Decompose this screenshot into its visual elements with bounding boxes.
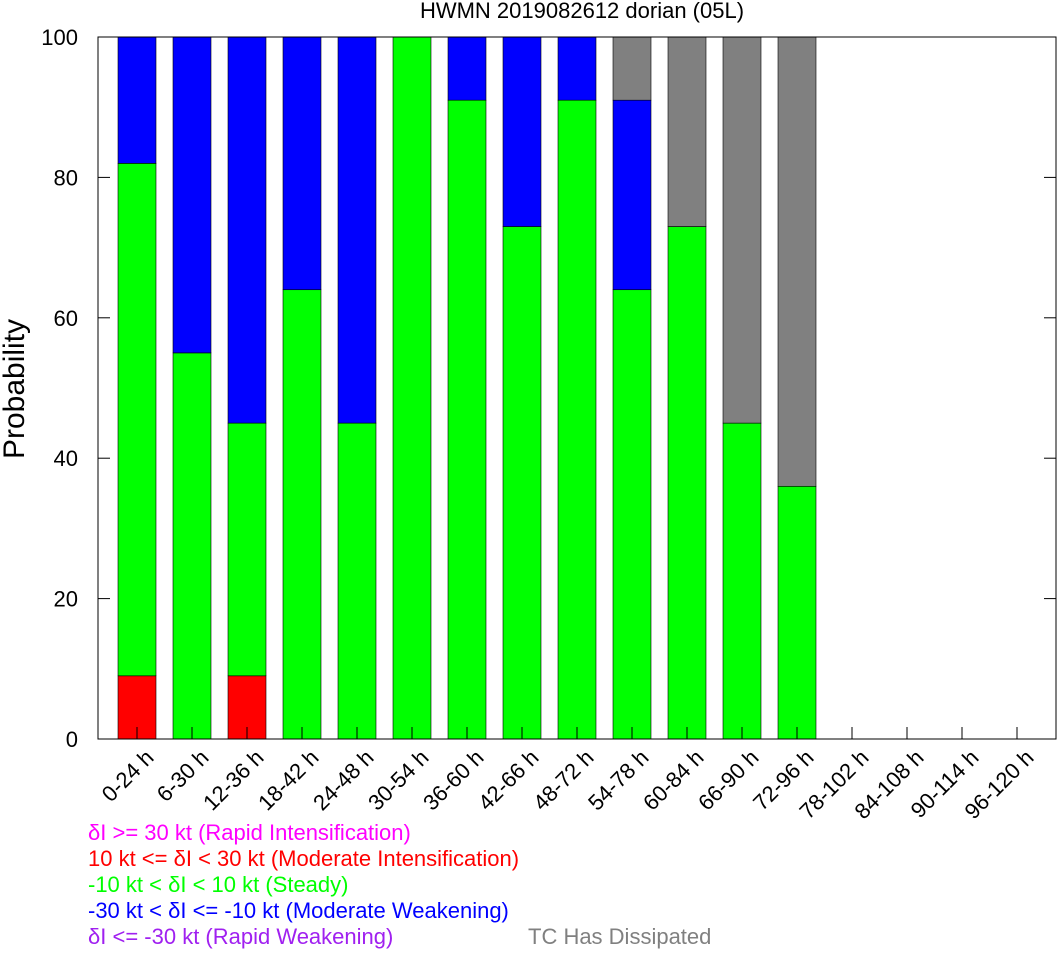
- bar-segment-10-2: [667, 226, 707, 740]
- x-axis-ticks: 0-24 h6-30 h12-36 h18-42 h24-48 h30-54 h…: [97, 727, 1039, 824]
- y-tick-label-3: 60: [54, 306, 78, 331]
- y-tick-label-4: 80: [54, 165, 78, 190]
- legend: δI >= 30 kt (Rapid Intensification)10 kt…: [88, 820, 711, 949]
- x-tick-label-10: 60-84 h: [638, 745, 708, 815]
- bar-segment-7-3: [502, 36, 542, 227]
- bar-segment-4-3: [337, 36, 377, 424]
- bar-segment-12-2: [777, 485, 817, 740]
- x-tick-label-7: 42-66 h: [473, 745, 543, 815]
- y-tick-label-5: 100: [41, 25, 78, 50]
- bar-segment-9-3: [612, 99, 652, 291]
- legend-item-0: δI >= 30 kt (Rapid Intensification): [88, 820, 411, 845]
- bar-segment-3-3: [282, 36, 322, 291]
- chart-title: HWMN 2019082612 dorian (05L): [420, 0, 744, 23]
- bar-segment-2-2: [227, 422, 267, 677]
- legend-item-3: -30 kt < δI <= -10 kt (Moderate Weakenin…: [88, 898, 509, 923]
- legend-item-5: TC Has Dissipated: [528, 924, 711, 949]
- bar-segment-4-2: [337, 422, 377, 740]
- bar-segment-9-5: [612, 36, 652, 101]
- bar-segment-9-2: [612, 289, 652, 740]
- legend-item-4: δI <= -30 kt (Rapid Weakening): [88, 924, 393, 949]
- y-tick-label-2: 40: [54, 446, 78, 471]
- bars-group: [117, 36, 817, 740]
- x-tick-label-3: 18-42 h: [253, 745, 323, 815]
- bar-segment-0-2: [117, 163, 157, 677]
- bar-segment-6-2: [447, 99, 487, 740]
- x-tick-label-5: 30-54 h: [363, 745, 433, 815]
- y-axis-label: Probability: [0, 319, 31, 459]
- bar-segment-1-3: [172, 36, 212, 354]
- x-tick-label-2: 12-36 h: [198, 745, 268, 815]
- x-tick-label-11: 66-90 h: [693, 745, 763, 815]
- x-tick-label-0: 0-24 h: [97, 745, 159, 807]
- bar-segment-7-2: [502, 226, 542, 740]
- bar-segment-8-2: [557, 99, 597, 740]
- y-axis-ticks: 0 20 40 60 80 100: [41, 25, 1056, 752]
- bar-segment-2-3: [227, 36, 267, 424]
- bar-segment-11-2: [722, 422, 762, 740]
- bar-segment-5-2: [392, 36, 432, 740]
- bar-segment-10-5: [667, 36, 707, 227]
- legend-item-2: -10 kt < δI < 10 kt (Steady): [88, 872, 348, 897]
- x-tick-label-4: 24-48 h: [308, 745, 378, 815]
- bar-segment-11-5: [722, 36, 762, 424]
- y-tick-label-1: 20: [54, 587, 78, 612]
- bar-segment-1-2: [172, 352, 212, 740]
- x-tick-label-6: 36-60 h: [418, 745, 488, 815]
- x-tick-label-9: 54-78 h: [583, 745, 653, 815]
- bar-segment-12-5: [777, 36, 817, 487]
- y-tick-label-0: 0: [66, 727, 78, 752]
- bar-segment-6-3: [447, 36, 487, 101]
- x-tick-label-8: 48-72 h: [528, 745, 598, 815]
- bar-segment-0-3: [117, 36, 157, 164]
- bar-segment-3-2: [282, 289, 322, 740]
- bar-segment-8-3: [557, 36, 597, 101]
- legend-item-1: 10 kt <= δI < 30 kt (Moderate Intensific…: [88, 846, 519, 871]
